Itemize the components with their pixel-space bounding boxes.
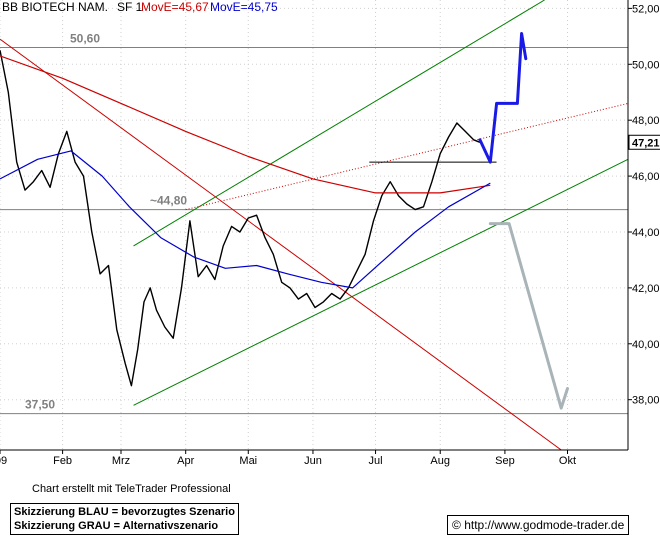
sf-label: SF 1 (117, 0, 143, 14)
ma_red-trendline (0, 38, 562, 451)
ma_red_dotted-trendline (185, 102, 629, 211)
x-tick-label: Feb (53, 455, 72, 467)
horizontal-levels: 50,60 ~44,80 37,50 (0, 32, 628, 415)
x-tick-label: Aug (430, 455, 450, 467)
level-label: 50,60 (70, 32, 100, 46)
plot-area (0, 0, 628, 450)
series-lines (0, 50, 491, 387)
y-tick-label: 42,00 (632, 283, 660, 295)
scenario_blue-arrow (478, 32, 528, 164)
x-tick-label: '09 (0, 455, 7, 467)
y-tick-label: 48,00 (632, 115, 660, 127)
ma_blue-series-line (0, 150, 491, 289)
move-red-label: MovE=45,67 (141, 0, 209, 14)
y-tick-label: 50,00 (632, 59, 660, 71)
scenario-arrows (478, 32, 569, 410)
ma_red-series-line (0, 55, 491, 194)
x-tick-label: Jul (369, 455, 383, 467)
y-tick-label: 52,00 (632, 3, 660, 15)
last-price-box (628, 134, 660, 150)
trendlines (0, 0, 629, 451)
channel-trendline (133, 158, 629, 406)
legend-gray: Skizzierung GRAU = Alternativszenario (14, 520, 219, 532)
level-label: ~44,80 (150, 194, 187, 208)
y-tick-label: 40,00 (632, 339, 660, 351)
chart-credit: Chart erstellt mit TeleTrader Profession… (32, 483, 231, 495)
chart-title: BB BIOTECH NAM. (2, 0, 109, 14)
scenario_gray-arrow (488, 222, 569, 410)
y-tick-label: 46,00 (632, 171, 660, 183)
legend-blue: Skizzierung BLAU = bevorzugtes Szenario (14, 506, 235, 518)
price-series-line (0, 50, 481, 387)
source-url: http://www.godmode-trader.de (464, 518, 625, 532)
x-tick-label: Sep (495, 455, 515, 467)
last-price-label: 47,21 (632, 137, 660, 149)
x-tick-label: Okt (559, 455, 576, 467)
price-chart: 50,60 ~44,80 37,50 52,00 50,00 48,00 46,00 44,… (0, 0, 660, 467)
copyright-icon: © (452, 518, 461, 532)
x-tick-label: Mai (239, 455, 257, 467)
x-tick-label: Jun (304, 455, 322, 467)
scenario-legend: Skizzierung BLAU = bevorzugtes Szenario … (10, 503, 239, 535)
channel-trendline (133, 0, 545, 247)
y-tick-label: 38,00 (632, 395, 660, 407)
x-tick-label: Apr (177, 455, 194, 467)
y-tick-label: 44,00 (632, 227, 660, 239)
move-blue-label: MovE=45,75 (210, 0, 278, 14)
x-tick-label: Mrz (112, 455, 130, 467)
level-label: 37,50 (25, 398, 55, 412)
source-link[interactable]: © http://www.godmode-trader.de (447, 515, 630, 535)
axes: 52,00 50,00 48,00 46,00 44,00 42,00 40,00 38,00… (0, 0, 660, 467)
